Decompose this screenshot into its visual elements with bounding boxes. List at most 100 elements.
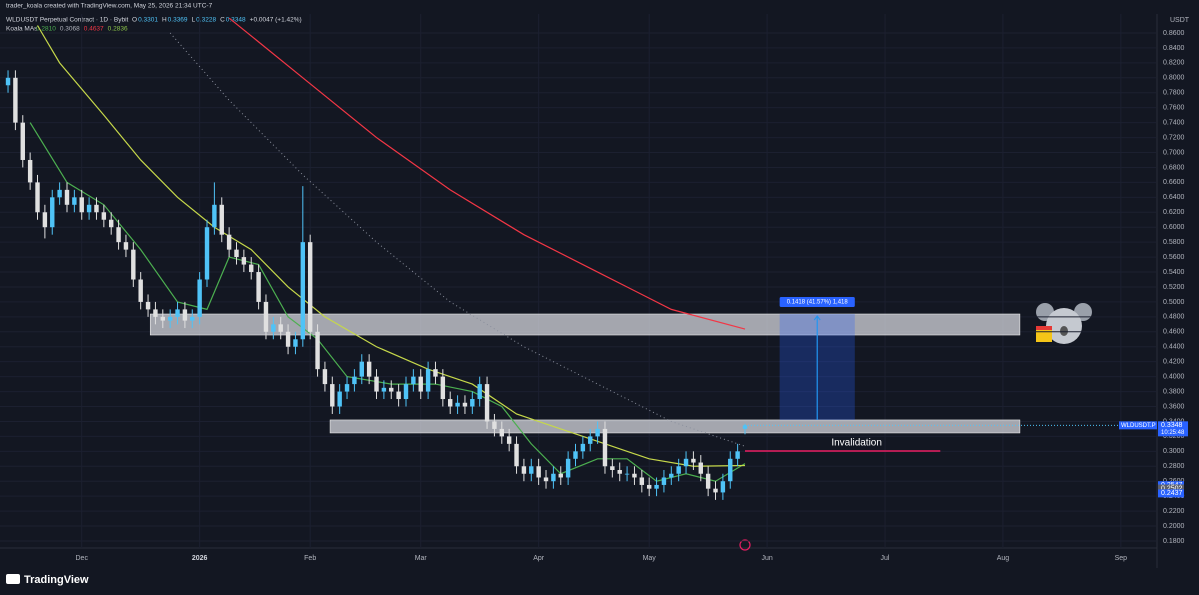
candle-body — [359, 361, 364, 377]
candle-body — [182, 309, 188, 321]
y-tick-label: 0.5600 — [1163, 254, 1185, 261]
candle-body — [484, 384, 490, 422]
candle-body — [219, 204, 224, 235]
candle-body — [167, 316, 173, 321]
zone — [329, 419, 1021, 434]
candle-body — [676, 466, 681, 474]
candle-body — [403, 384, 409, 400]
candle-body — [153, 309, 158, 317]
candle-body — [558, 473, 563, 478]
y-tick-label: 0.5000 — [1163, 299, 1185, 306]
countdown: 10:25:48 — [1161, 430, 1185, 436]
candle-body — [366, 361, 372, 377]
x-tick-label: Aug — [997, 555, 1010, 562]
candle-body — [455, 402, 460, 407]
candle-body — [506, 436, 512, 444]
candle-body — [50, 197, 55, 228]
candle-body — [728, 458, 733, 482]
y-tick-label: 0.7000 — [1163, 149, 1185, 156]
candle-body — [595, 428, 600, 437]
y-tick-label: 0.7600 — [1163, 105, 1185, 112]
candle-body — [713, 488, 718, 493]
ohlc-value: L — [192, 17, 196, 24]
ohlc-value: H — [162, 17, 167, 24]
candle-body — [293, 339, 298, 347]
candle-body — [374, 376, 379, 392]
y-tick-label: 0.6800 — [1163, 164, 1185, 171]
y-tick-label: 0.5200 — [1163, 284, 1185, 291]
candle-body — [20, 122, 25, 160]
x-tick-label: Mar — [415, 555, 428, 562]
candle-body — [190, 316, 195, 321]
candle-body — [300, 242, 306, 340]
candle-body — [271, 324, 276, 332]
candle-body — [396, 391, 401, 400]
candle-body — [42, 212, 48, 228]
candle-body — [204, 227, 210, 280]
candle-body — [411, 376, 416, 385]
ohlc-value: O — [132, 17, 137, 24]
moving-average — [228, 17, 746, 330]
candle-body — [285, 331, 291, 347]
ohlc-value: 0.3348 — [226, 17, 246, 24]
price-tag: 0.2437 — [1161, 490, 1183, 497]
candle-body — [315, 331, 320, 370]
candle-body — [330, 384, 335, 407]
candle-body — [94, 204, 99, 213]
candle-body — [602, 428, 608, 467]
candle-body — [580, 443, 586, 452]
candle-body — [536, 466, 541, 478]
candle-body — [108, 219, 114, 228]
candle-body — [470, 399, 475, 407]
footer: TradingView — [6, 574, 89, 586]
candle-body — [529, 466, 534, 474]
x-tick-label: Sep — [1115, 555, 1128, 562]
candle-body — [418, 376, 423, 392]
y-tick-label: 0.6200 — [1163, 209, 1185, 216]
candle-body — [212, 204, 217, 228]
ohlc-value: +0.0047 (+1.42%) — [250, 17, 302, 24]
candle-body — [720, 481, 726, 493]
indicator-value: 0.2836 — [108, 26, 128, 33]
candle-body — [337, 391, 342, 407]
candle-body — [226, 234, 232, 250]
candle-body — [241, 257, 247, 265]
candle-body — [433, 369, 438, 377]
y-tick-label: 0.7200 — [1163, 134, 1185, 141]
candle-body — [145, 301, 151, 310]
candle-body — [160, 316, 166, 321]
candle-body — [381, 387, 387, 392]
price-tag-bg — [1158, 489, 1184, 498]
y-tick-label: 0.2000 — [1163, 523, 1185, 530]
candle-body — [521, 466, 527, 474]
candle-body — [610, 466, 615, 471]
invalidation-label: Invalidation — [831, 438, 882, 449]
event-icon — [739, 539, 751, 551]
candle-body — [632, 473, 637, 478]
candle-body — [440, 376, 446, 400]
x-tick-label: Apr — [533, 555, 545, 562]
measure-label-bg — [779, 297, 855, 308]
candle-body — [573, 451, 578, 459]
ohlc-value: 0.3228 — [196, 17, 216, 24]
candle-body — [352, 376, 357, 385]
candle-body — [551, 473, 556, 482]
y-tick-label: 0.6400 — [1163, 194, 1185, 201]
candle-body — [742, 425, 748, 429]
candle-body — [123, 242, 129, 250]
candle-body — [256, 272, 261, 302]
candle-body — [639, 477, 645, 485]
x-tick-label: 2026 — [192, 555, 208, 562]
indicator-value: 0.3068 — [60, 26, 80, 33]
indicator-value: 0.4637 — [84, 26, 104, 33]
symbol: WLDUSDT Perpetual Contract · 1D · Bybit — [6, 17, 129, 24]
candle-body — [514, 443, 519, 467]
last-price: 0.3348 — [1161, 422, 1183, 429]
indicator-value: 0.2810 — [36, 26, 56, 33]
candle-body — [698, 462, 703, 474]
y-tick-label: 0.5400 — [1163, 269, 1185, 276]
candle-body — [477, 384, 482, 400]
y-tick-label: 0.8000 — [1163, 75, 1185, 82]
